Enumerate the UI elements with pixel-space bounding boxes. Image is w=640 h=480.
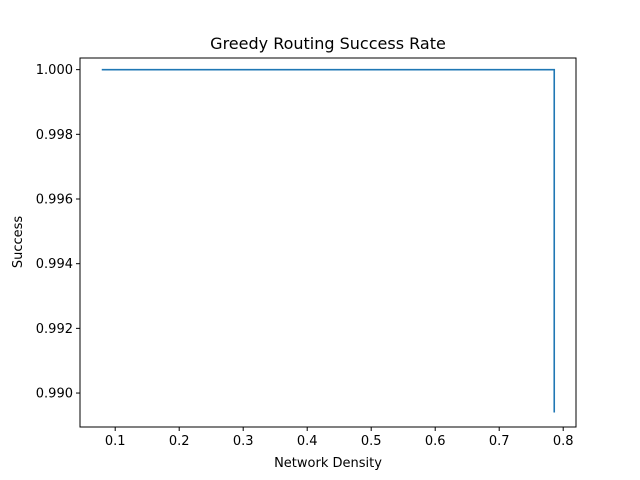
x-tick-label: 0.8 bbox=[553, 434, 574, 449]
series-layer bbox=[101, 68, 556, 413]
x-tick-label: 0.5 bbox=[361, 434, 382, 449]
x-axis-ticks: 0.1 0.2 0.3 0.4 0.5 0.6 0.7 0.8 bbox=[105, 427, 574, 449]
y-tick-label: 0.996 bbox=[36, 193, 73, 208]
y-tick-label: 0.994 bbox=[36, 257, 73, 272]
y-tick-label: 0.990 bbox=[36, 387, 73, 402]
x-tick-label: 0.2 bbox=[169, 434, 190, 449]
plot-area bbox=[79, 57, 577, 428]
x-tick-label: 0.4 bbox=[297, 434, 318, 449]
y-axis-label: Success bbox=[11, 216, 26, 269]
plot-frame bbox=[79, 57, 577, 428]
x-tick-label: 0.1 bbox=[105, 434, 126, 449]
x-tick-label: 0.3 bbox=[233, 434, 254, 449]
x-axis-label: Network Density bbox=[274, 456, 382, 471]
y-tick-label: 1.000 bbox=[36, 63, 73, 78]
x-tick-label: 0.7 bbox=[489, 434, 510, 449]
series-line bbox=[101, 68, 556, 413]
y-tick-label: 0.992 bbox=[36, 322, 73, 337]
chart-title: Greedy Routing Success Rate bbox=[210, 34, 446, 53]
y-tick-label: 0.998 bbox=[36, 128, 73, 143]
x-tick-label: 0.6 bbox=[425, 434, 446, 449]
y-axis-ticks: 0.990 0.992 0.994 0.996 0.998 1.000 bbox=[36, 63, 80, 402]
